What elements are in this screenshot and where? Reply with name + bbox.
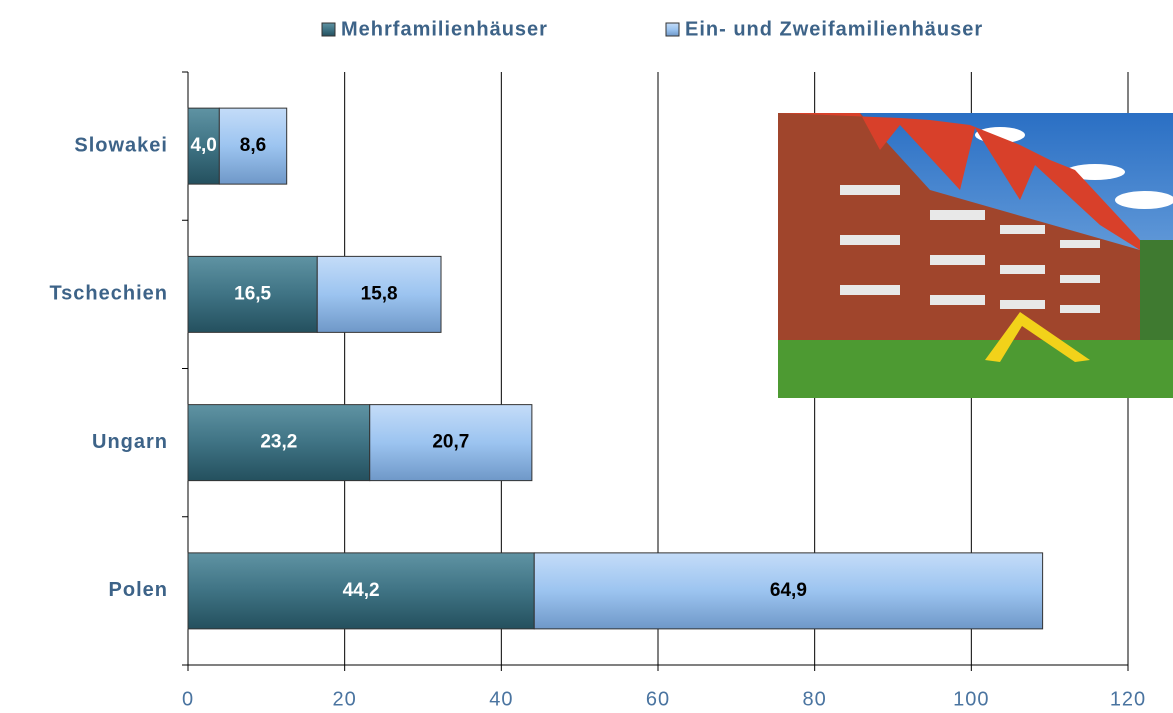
category-label: Ungarn (92, 431, 168, 453)
value-label: 20,7 (432, 432, 469, 453)
bar-segment (316, 255, 442, 333)
category-label: Slowakei (74, 134, 168, 156)
x-tick-label: 0 (182, 688, 194, 710)
bar-segment (187, 404, 371, 482)
legend-label: Ein- und Zweifamilienhäuser (685, 18, 983, 40)
photo (778, 113, 1173, 398)
value-label: 4,0 (190, 135, 216, 156)
bar-segment (187, 255, 318, 333)
legend-swatch (665, 22, 680, 37)
legend-swatch (321, 22, 336, 37)
x-tick-label: 120 (1110, 688, 1146, 710)
x-tick-label: 100 (953, 688, 989, 710)
bar-segment (187, 552, 535, 630)
value-label: 23,2 (260, 432, 297, 453)
value-label: 16,5 (234, 283, 271, 304)
legend-label: Mehrfamilienhäuser (341, 18, 548, 40)
x-tick-label: 60 (646, 688, 670, 710)
value-label: 15,8 (361, 283, 398, 304)
bar-segment (218, 107, 288, 185)
bar-segment (187, 107, 220, 185)
category-label: Tschechien (49, 283, 168, 305)
bar-segment (533, 552, 1044, 630)
bar-segment (369, 404, 533, 482)
x-tick-label: 40 (489, 688, 513, 710)
value-label: 64,9 (770, 580, 807, 601)
value-label: 8,6 (240, 135, 266, 156)
value-label: 44,2 (343, 580, 380, 601)
x-tick-label: 20 (333, 688, 357, 710)
x-tick-label: 80 (803, 688, 827, 710)
category-label: Polen (109, 579, 168, 601)
